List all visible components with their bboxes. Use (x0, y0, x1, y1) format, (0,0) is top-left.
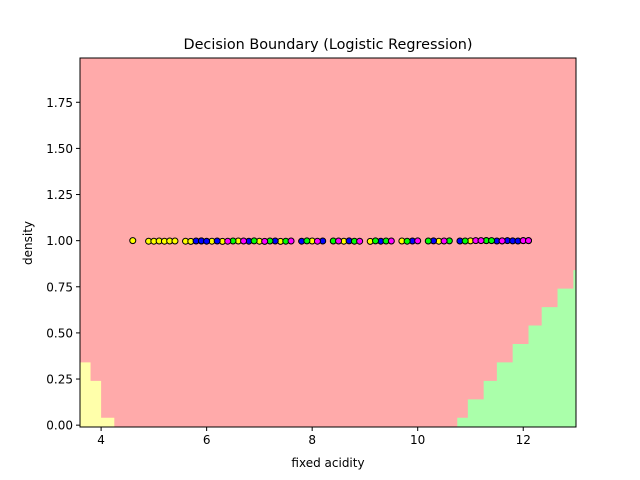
scatter-point (371, 237, 379, 245)
scatter-point (488, 237, 496, 245)
plot-frame (79, 57, 577, 428)
scatter-point (356, 237, 364, 245)
y-tick-label: 0.75 (46, 280, 73, 294)
x-tick-label: 12 (516, 433, 531, 447)
y-tick-label: 1.50 (46, 142, 73, 156)
y-axis: 0.00 0.25 0.50 0.75 1.00 1.25 1.50 1.75 (46, 96, 80, 433)
decision-region-yellow (80, 362, 115, 427)
scatter-point (250, 237, 258, 245)
x-tick-label: 8 (308, 433, 316, 447)
scatter-point (525, 237, 533, 245)
scatter-point (414, 237, 422, 245)
y-tick-label: 1.00 (46, 234, 73, 248)
y-tick-label: 1.75 (46, 96, 73, 110)
scatter-point (287, 237, 295, 245)
x-axis: 4 6 8 10 12 (97, 427, 531, 447)
scatter-point (129, 237, 137, 245)
scatter-point (335, 237, 343, 245)
x-tick-label: 10 (410, 433, 425, 447)
scatter-point (240, 237, 248, 245)
decision-regions (80, 270, 576, 427)
plot-area (80, 58, 576, 427)
scatter-point (498, 237, 506, 245)
scatter-point (303, 237, 311, 245)
x-tick-label: 6 (203, 433, 211, 447)
y-axis-label: density (21, 221, 35, 265)
scatter-point (313, 237, 321, 245)
scatter-point (203, 237, 211, 245)
scatter-point (213, 237, 221, 245)
x-axis-label: fixed acidity (291, 456, 364, 470)
scatter-point (261, 237, 269, 245)
y-tick-label: 0.25 (46, 373, 73, 387)
decision-region-green (457, 270, 576, 427)
scatter-point (440, 237, 448, 245)
scatter-point (403, 237, 411, 245)
scatter-point (224, 237, 232, 245)
y-tick-label: 1.25 (46, 188, 73, 202)
x-tick-label: 4 (97, 433, 105, 447)
y-tick-label: 0.50 (46, 326, 73, 340)
data-points (129, 237, 533, 245)
scatter-point (387, 237, 395, 245)
scatter-point (477, 237, 485, 245)
scatter-point (424, 237, 432, 245)
scatter-point (171, 237, 179, 245)
chart-title: Decision Boundary (Logistic Regression) (184, 37, 473, 53)
scatter-point (461, 237, 469, 245)
y-tick-label: 0.00 (46, 419, 73, 433)
